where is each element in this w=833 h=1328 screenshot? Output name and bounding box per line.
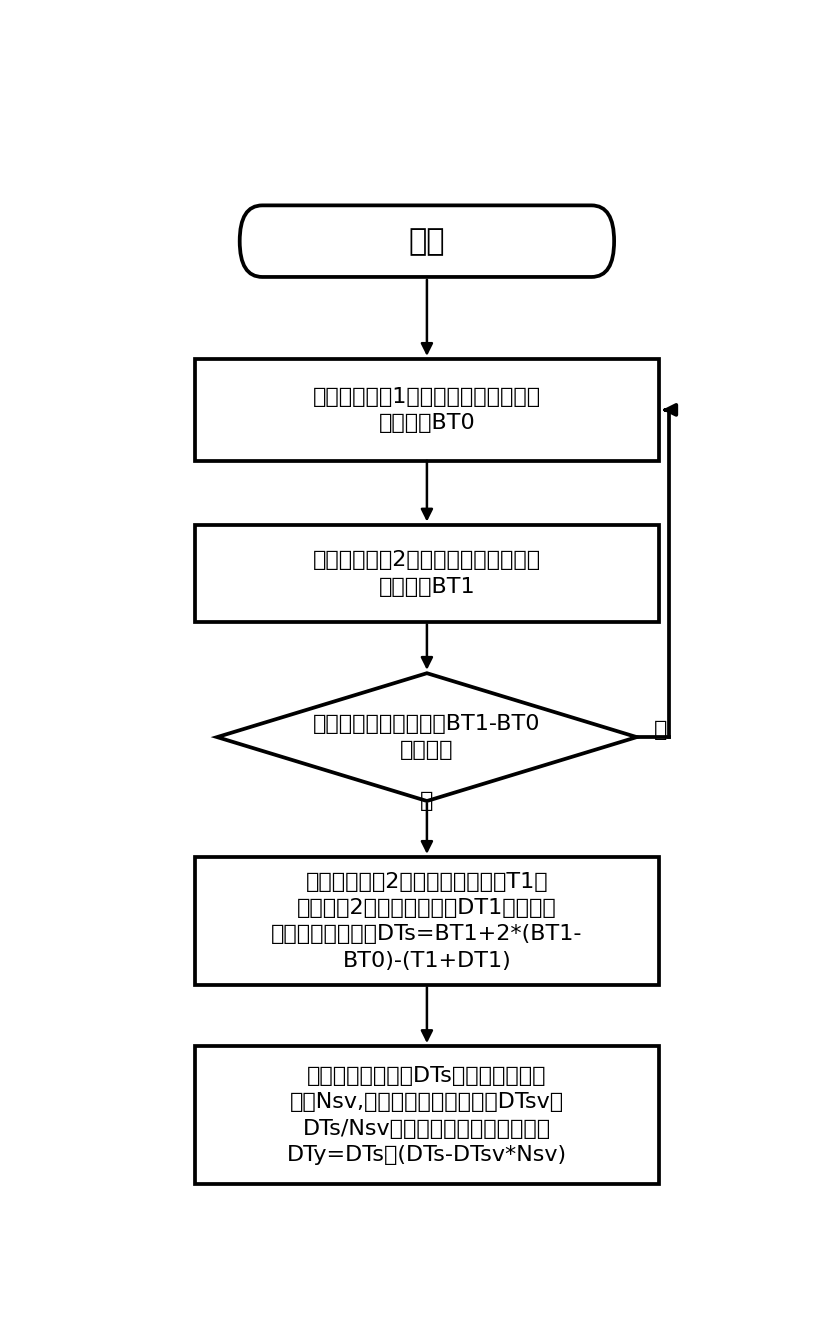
- Text: 否: 否: [654, 720, 667, 740]
- Bar: [194, 1046, 660, 1185]
- FancyBboxPatch shape: [240, 206, 614, 278]
- Text: 是: 是: [420, 791, 434, 811]
- Bar: [194, 359, 660, 461]
- Text: 校验主机同步帧秒间隔BT1-BT0
是否有效: 校验主机同步帧秒间隔BT1-BT0 是否有效: [313, 714, 541, 761]
- Bar: [194, 858, 660, 985]
- Text: 根据计算的秒间隔DTs和下一秒的采样
点数Nsv,计算下一秒的采样间隔DTsv＝
DTs/Nsv，对于余数的补偿间隔为：
DTy=DTs／(DTs-DTsv*N: 根据计算的秒间隔DTs和下一秒的采样 点数Nsv,计算下一秒的采样间隔DTsv＝…: [287, 1066, 567, 1165]
- Text: 在主机同步帧2到来时，记录子机晶振
计数器值BT1: 在主机同步帧2到来时，记录子机晶振 计数器值BT1: [313, 550, 541, 596]
- Text: 已知子机秒沿2发生时晶振计数器T1，
子机秒沿2发生后的秒间隔DT1，计算下
一秒子机秒间隔为DTs=BT1+2*(BT1-
BT0)-(T1+DT1): 已知子机秒沿2发生时晶振计数器T1， 子机秒沿2发生后的秒间隔DT1，计算下 一…: [272, 871, 582, 971]
- Text: 在主机同步帧1到来时，记录子机晶振
计数器值BT0: 在主机同步帧1到来时，记录子机晶振 计数器值BT0: [313, 386, 541, 433]
- Text: 开始: 开始: [409, 227, 445, 256]
- Bar: [194, 525, 660, 622]
- Polygon shape: [217, 673, 636, 801]
